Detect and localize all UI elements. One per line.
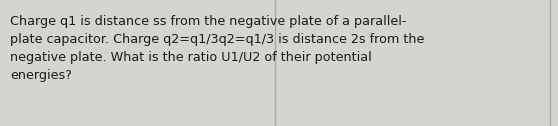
Text: Charge q1 is distance ss from the negative plate of a parallel-
plate capacitor.: Charge q1 is distance ss from the negati… [10, 15, 425, 82]
